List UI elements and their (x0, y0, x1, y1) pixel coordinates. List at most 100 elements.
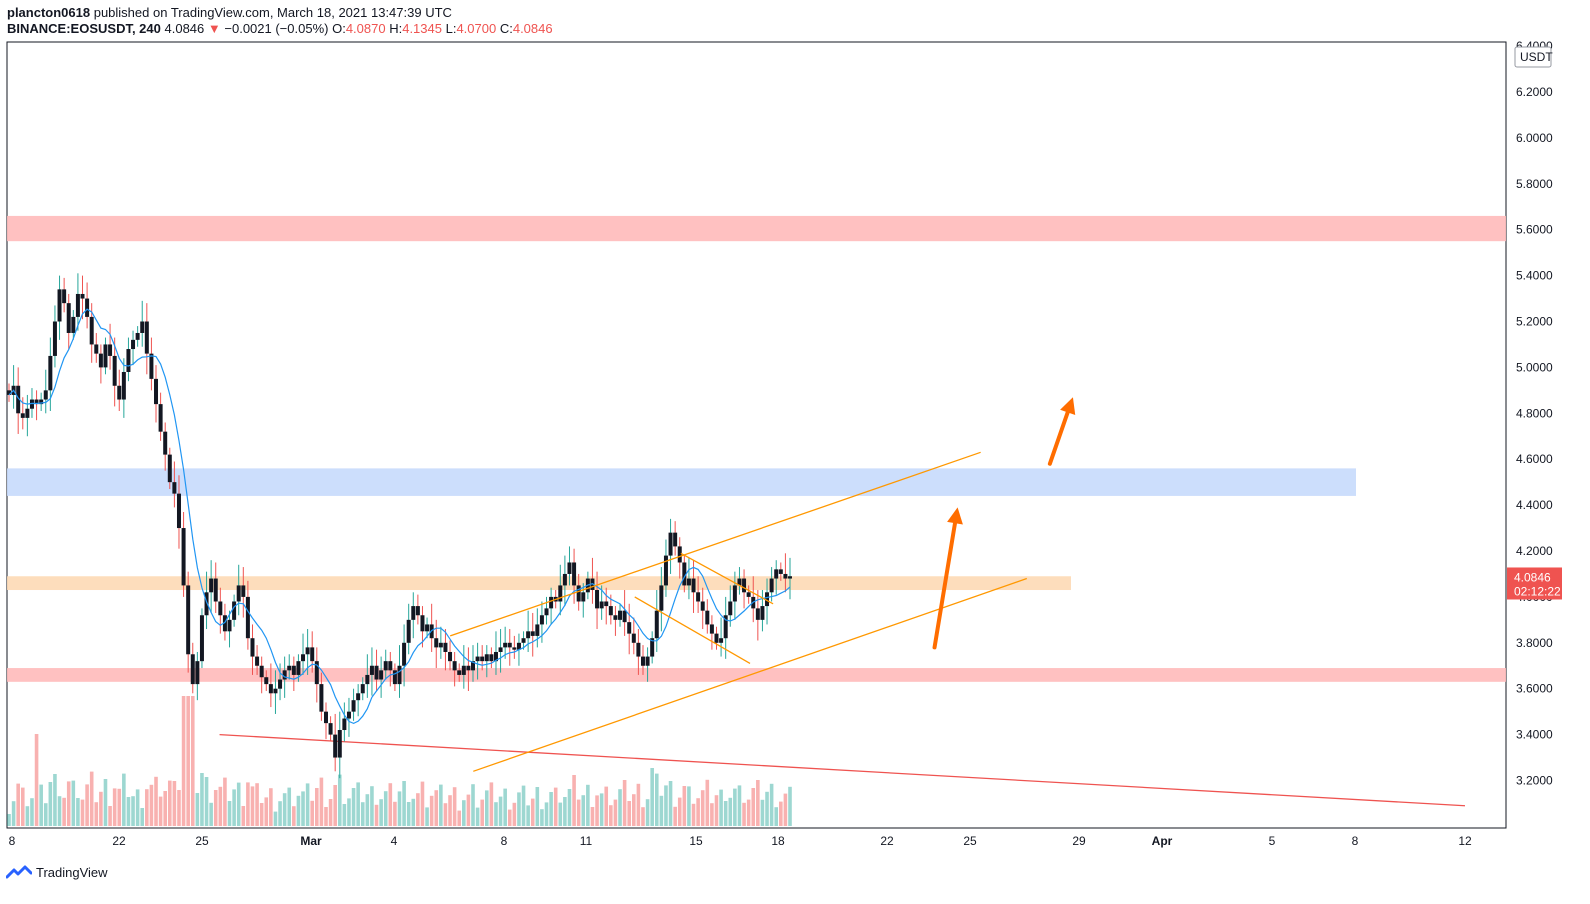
time-tick-label: 22 (112, 834, 126, 848)
volume-bar (30, 798, 34, 826)
channel-upper-line (449, 451, 981, 637)
volume-bar (641, 807, 645, 826)
volume-bar (356, 782, 360, 826)
brand-text: TradingView (36, 864, 108, 880)
volume-bar (484, 790, 489, 826)
volume-bar (687, 786, 691, 826)
candle-body (333, 734, 338, 758)
price-tick-label: 5.0000 (1516, 360, 1553, 374)
candle-body (291, 665, 296, 675)
volume-bar (34, 734, 39, 826)
candle-body (57, 289, 62, 322)
candle-body (25, 408, 30, 418)
last-price-label: 4.0846 (1514, 570, 1551, 584)
volume-bar (599, 793, 604, 826)
volume-bar (218, 786, 223, 826)
volume-bar (609, 805, 613, 826)
volume-bar (108, 806, 112, 826)
volume-bar (540, 809, 544, 826)
candle-body (728, 601, 733, 616)
plot-frame (6, 41, 1507, 829)
volume-bar (654, 773, 659, 826)
author-name[interactable]: plancton0618 (7, 5, 91, 20)
candle-body (737, 578, 742, 586)
volume-bar (507, 809, 512, 826)
volume-bar (360, 802, 365, 826)
tradingview-logo-icon (6, 865, 32, 879)
tradingview-logo[interactable]: TradingView (6, 864, 108, 880)
time-tick-label: 15 (689, 834, 703, 848)
candle-body (149, 353, 154, 379)
candle-body (742, 578, 747, 593)
volume-bar (324, 807, 328, 826)
volume-bar (181, 696, 186, 826)
candle-body (250, 638, 255, 657)
countdown-label: 02:12:22 (1514, 584, 1561, 598)
candle-body (636, 642, 641, 657)
candle-body (328, 723, 333, 735)
volume-bar (39, 784, 43, 826)
candle-body (264, 677, 269, 685)
volume-bar (783, 793, 788, 826)
candle-body (682, 562, 687, 586)
candle-body (346, 711, 351, 719)
volume-bar (269, 788, 273, 826)
volume-bar (471, 784, 475, 826)
candle-body (567, 562, 572, 574)
volume-bar (66, 781, 71, 826)
last-price-tag (1507, 567, 1562, 600)
volume-bar (204, 777, 209, 826)
price-tick-label: 4.6000 (1516, 452, 1553, 466)
volume-bar (351, 788, 356, 826)
candle-body (16, 385, 21, 414)
symbol-name[interactable]: BINANCE:EOSUSDT, 240 (7, 21, 161, 36)
candle-body (663, 555, 668, 586)
candle-body (608, 606, 613, 616)
candle-body (213, 578, 218, 602)
volume-bar (319, 777, 324, 826)
candle-body (131, 339, 136, 350)
volume-bar (677, 797, 682, 826)
candle-body (383, 661, 388, 671)
candle-body (457, 670, 462, 675)
volume-bar (668, 781, 673, 826)
price-tick-label: 5.6000 (1516, 223, 1553, 237)
change-text: −0.0021 (−0.05%) (224, 21, 329, 36)
volume-bar (595, 795, 599, 826)
volume-bar (383, 791, 388, 826)
candle-body (337, 730, 342, 758)
candle-body (774, 569, 779, 579)
volume-bar (576, 799, 581, 826)
candle-body (604, 601, 609, 607)
volume-bar (213, 790, 218, 826)
volume-bar (200, 773, 204, 826)
candle-body (516, 642, 521, 650)
open-value: 4.0870 (345, 21, 386, 36)
volume-bar (11, 801, 16, 826)
candle-body (700, 601, 705, 611)
volume-bar (7, 814, 11, 826)
volume-bar (714, 795, 719, 826)
price-tick-label: 5.2000 (1516, 315, 1553, 329)
volume-bar (503, 788, 507, 826)
candle-body (158, 404, 163, 432)
volume-bar (264, 797, 269, 826)
volume-bar (158, 796, 163, 826)
volume-bar (719, 789, 723, 826)
candle-body (204, 592, 209, 616)
volume-bar (664, 785, 668, 826)
volume-bar (393, 801, 397, 826)
candle-body (498, 647, 503, 652)
bullish-arrow-head-1 (947, 507, 963, 525)
flag-upper-line (680, 552, 774, 605)
candle-body (705, 610, 710, 625)
candle-body (572, 562, 577, 586)
candle-body (94, 344, 99, 354)
volume-bar (177, 790, 181, 826)
candle-body (406, 619, 411, 643)
volume-bars (7, 696, 792, 826)
candle-body (7, 390, 11, 395)
volume-bar (310, 800, 315, 826)
volume-bar (788, 786, 792, 826)
